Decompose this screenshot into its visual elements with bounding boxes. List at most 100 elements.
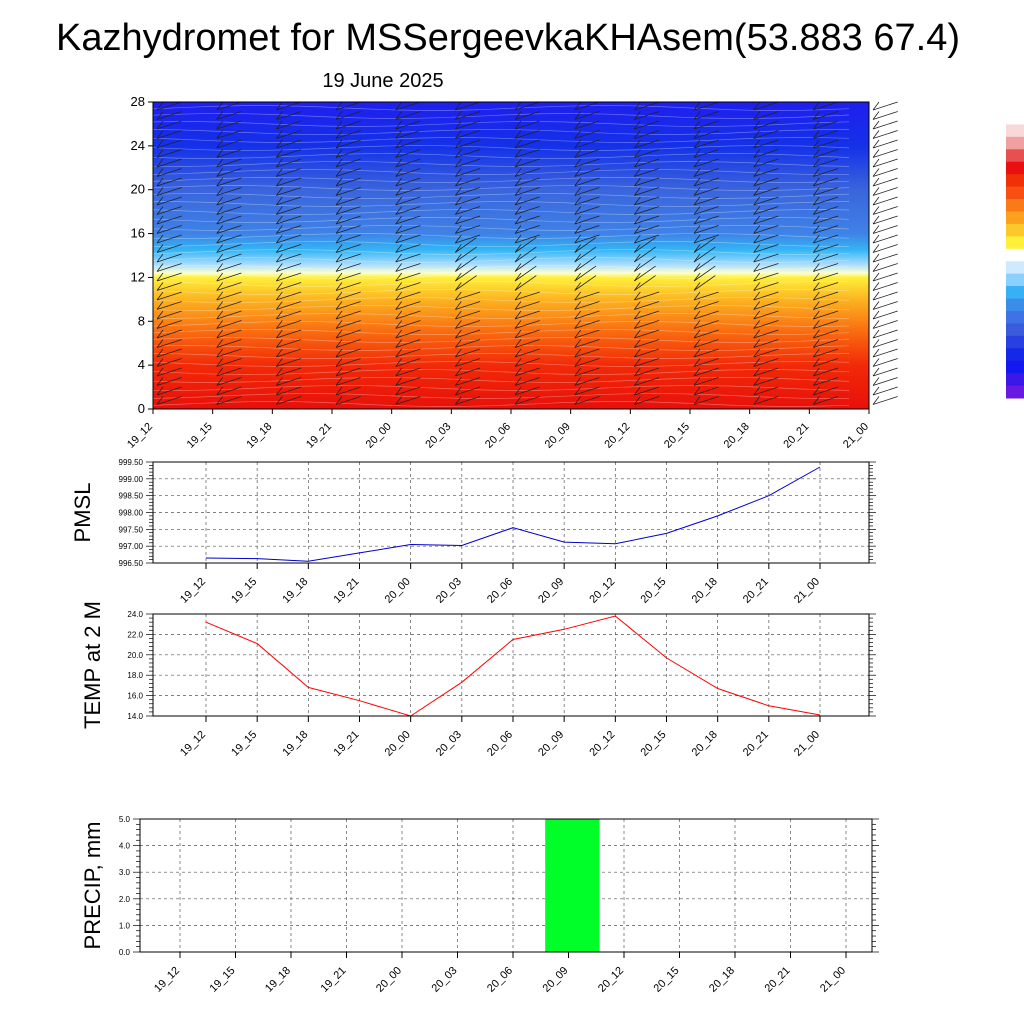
wind-barb <box>335 310 361 320</box>
wind-barb <box>395 139 421 149</box>
wind-barb <box>574 206 600 215</box>
precip-x-tick-label: 20_09 <box>541 965 571 995</box>
wind-barb <box>693 206 719 215</box>
wind-barb <box>872 320 898 329</box>
wind-barb <box>753 130 779 139</box>
wind-barb <box>693 310 719 320</box>
wind-barb <box>693 168 719 177</box>
wind-barb <box>574 329 600 339</box>
contour-line <box>152 209 850 215</box>
wind-barb <box>395 196 421 206</box>
wind-barb <box>812 139 839 149</box>
wind-barb <box>216 263 242 272</box>
wind-barb <box>812 120 839 130</box>
wind-barb <box>812 225 839 234</box>
wind-barb <box>633 187 660 196</box>
y-tick-label: 8 <box>138 313 145 328</box>
pmsl-x-tick-label: 19_18 <box>280 576 310 606</box>
wind-barb <box>514 158 540 168</box>
contour-line <box>152 377 850 383</box>
contour-line <box>152 281 850 287</box>
wind-barb <box>454 310 481 320</box>
wind-barb <box>275 187 302 196</box>
wind-barb <box>693 130 719 139</box>
wind-barb <box>216 215 242 225</box>
contour-line <box>152 385 850 391</box>
wind-barb <box>335 282 361 291</box>
wind-barb <box>395 272 421 282</box>
wind-barb <box>335 348 361 358</box>
wind-barb <box>872 310 898 320</box>
colorbar-swatch <box>1006 348 1024 362</box>
wind-barb <box>216 130 242 139</box>
wind-barb <box>812 244 839 253</box>
wind-barb <box>335 272 361 282</box>
temp-y-tick-label: 14.0 <box>127 712 143 721</box>
wind-barb <box>693 386 719 396</box>
contour-line <box>152 137 850 143</box>
wind-barb <box>156 244 182 253</box>
wind-barb <box>454 139 481 149</box>
wind-barb <box>514 215 540 225</box>
wind-barb <box>633 396 660 405</box>
wind-barb <box>872 187 898 196</box>
wind-barb <box>156 282 182 291</box>
wind-barb <box>156 225 182 234</box>
wind-barb <box>216 339 242 348</box>
contour-line <box>152 193 850 199</box>
wind-barb <box>574 339 600 348</box>
temp-x-tick-label: 20_15 <box>639 729 669 759</box>
pmsl-x-tick-label: 20_06 <box>485 576 515 606</box>
wind-barb <box>275 177 302 187</box>
wind-barb <box>514 187 540 196</box>
temp-x-tick-label: 20_09 <box>536 729 566 759</box>
wind-barb <box>872 139 898 149</box>
wind-barb <box>633 139 660 149</box>
wind-barb <box>574 265 597 282</box>
wind-barb <box>753 196 779 206</box>
wind-barb <box>156 396 182 405</box>
wind-barb <box>156 111 182 120</box>
wind-barb <box>693 256 716 272</box>
wind-barb <box>216 158 242 168</box>
wind-barb <box>454 149 481 158</box>
contour-line <box>152 201 850 207</box>
wind-barb <box>335 149 361 158</box>
wind-barb <box>753 120 779 130</box>
wind-barb <box>335 120 361 130</box>
wind-barb <box>753 377 779 386</box>
wind-barb <box>693 225 719 234</box>
wind-barb <box>275 339 302 348</box>
wind-barb <box>216 320 242 329</box>
contour-line <box>152 401 850 407</box>
wind-barb <box>753 111 779 120</box>
wind-barb <box>633 265 656 282</box>
wind-barb <box>693 158 719 168</box>
wind-barb <box>633 348 660 358</box>
wind-barb <box>216 206 242 215</box>
wind-barb <box>156 358 182 367</box>
wind-barb <box>753 187 779 196</box>
wind-barb <box>395 111 421 120</box>
wind-barb <box>275 263 302 272</box>
wind-barb <box>156 101 182 111</box>
wind-barb <box>872 367 898 377</box>
date-label: 19 June 2025 <box>322 70 443 92</box>
wind-barb <box>574 320 600 329</box>
wind-barb <box>872 282 898 291</box>
wind-barb <box>156 234 182 244</box>
xsec-x-tick-label: 19_15 <box>185 421 215 451</box>
wind-barb <box>753 177 779 187</box>
wind-barb <box>275 149 302 158</box>
wind-barb <box>693 275 716 291</box>
wind-barb <box>395 187 421 196</box>
wind-barb <box>156 310 182 320</box>
wind-barb <box>633 377 660 386</box>
wind-barb <box>454 187 481 196</box>
wind-barb <box>156 196 182 206</box>
wind-barb <box>574 139 600 149</box>
wind-barb <box>753 168 779 177</box>
contour-line <box>152 233 850 239</box>
precip-panel: 0.0 1.0 2.0 3.0 4.0 5.0 19_12 19_15 19_18 19_21 20… <box>80 815 879 995</box>
wind-barb <box>156 386 182 396</box>
